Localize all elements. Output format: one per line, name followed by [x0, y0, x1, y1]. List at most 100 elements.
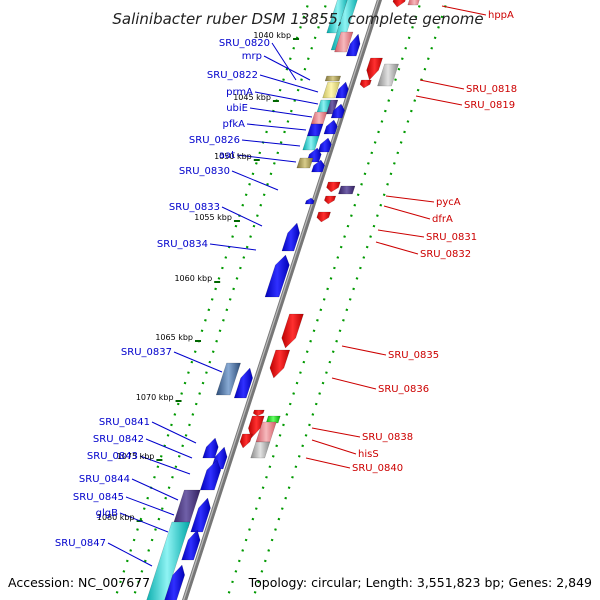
- leader-line-left: [131, 478, 179, 501]
- gene-arrow-blue: [311, 159, 325, 173]
- gene-arrow-blue: [199, 459, 222, 491]
- gene-block-pink: [407, 0, 420, 6]
- gene-arrow-blue: [233, 367, 253, 399]
- gene-label-right: SRU_0838: [362, 432, 413, 443]
- gene-block-gray: [377, 63, 399, 87]
- leader-line-left: [249, 107, 313, 118]
- gene-label-left: SRU_0843: [87, 451, 138, 462]
- gene-arrow-red: [252, 409, 265, 417]
- gene-block-slate: [171, 489, 201, 529]
- backbone-layer: [181, 0, 383, 600]
- leader-line-left: [231, 170, 279, 191]
- gene-label-left: SRU_0842: [93, 434, 144, 445]
- gene-label-right: hisS: [358, 449, 379, 460]
- gene-label-right: dfrA: [432, 214, 453, 225]
- leader-line-left: [254, 91, 319, 105]
- gene-arrow-blue: [317, 137, 332, 153]
- gene-label-left: SRU_0847: [55, 538, 106, 549]
- leader-line-left: [209, 243, 257, 251]
- gene-arrow-blue: [335, 81, 349, 99]
- leader-line-left: [173, 351, 223, 373]
- leader-line-left: [145, 438, 193, 459]
- gene-block-steel: [215, 362, 241, 396]
- kbp-layer: 1040 kbp 1045 kbp 1050 kbp 1055 kbp 1060 kbp…: [97, 31, 291, 522]
- kbp-label: 1070 kbp: [136, 393, 174, 402]
- gene-label-left: pfkA: [223, 119, 246, 130]
- accession-text: Accession: NC_007677: [8, 575, 150, 590]
- gene-label-left: SRU_0841: [99, 417, 150, 428]
- gene-label-left: SRU_0830: [179, 166, 230, 177]
- gene-label-left: glgB: [96, 508, 118, 519]
- gene-block-blue: [306, 123, 324, 137]
- gene-arrow-blue: [345, 33, 361, 57]
- gene-block-green: [265, 415, 281, 424]
- leader-line-left: [119, 512, 169, 533]
- gene-block-slate: [338, 185, 356, 195]
- gene-label-left: SRU_0844: [79, 474, 130, 485]
- gene-label-left: SRU_0845: [73, 492, 124, 503]
- leader-line-right: [305, 457, 351, 469]
- leader-line-left: [236, 154, 297, 163]
- leader-line-right: [441, 5, 487, 16]
- kbp-label: 1055 kbp: [194, 213, 232, 222]
- topology-text: Topology: circular; Length: 3,551,823 bp…: [248, 575, 592, 590]
- leader-line-right: [341, 345, 387, 356]
- gene-arrow-red: [239, 433, 253, 449]
- gene-arrow-red: [326, 181, 341, 193]
- leader-line-left: [271, 42, 297, 81]
- leader-line-right: [375, 241, 419, 255]
- kbp-label: 1075 kbp: [117, 452, 155, 461]
- gene-block-olive: [324, 75, 342, 82]
- gene-label-left: SRU_0834: [157, 239, 208, 250]
- kbp-label: 1045 kbp: [233, 93, 271, 102]
- gene-arrow-blue: [330, 103, 345, 119]
- gene-arrow-red: [316, 211, 331, 223]
- kbp-label: 1060 kbp: [174, 274, 212, 283]
- gene-label-left: SRU_0822: [207, 70, 258, 81]
- leader-line-right: [311, 427, 361, 438]
- leader-line-right: [385, 195, 435, 203]
- gene-arrow-blue: [164, 564, 185, 600]
- gene-arrow-red: [281, 313, 304, 349]
- gene-arrow-red: [269, 349, 291, 379]
- leader-line-left: [263, 55, 311, 81]
- leader-line-right: [383, 205, 431, 220]
- gene-label-left: SRU_0826: [189, 135, 240, 146]
- gene-arrow-red: [366, 57, 383, 81]
- gene-label-left: SRU_0833: [169, 202, 220, 213]
- gene-label-left: mrp: [242, 51, 262, 62]
- gene-arrow-red: [359, 79, 372, 89]
- genome-backbone: [181, 0, 383, 600]
- gene-arrow-blue: [181, 529, 201, 561]
- kbp-label: 1080 kbp: [97, 513, 135, 522]
- kbp-label: 1040 kbp: [253, 31, 291, 40]
- gene-label-right: pycA: [436, 197, 461, 208]
- gene-arrow-blue: [304, 197, 315, 205]
- gene-arrow-red: [248, 415, 265, 439]
- tick-rail: [225, 0, 423, 600]
- gene-block-pink: [310, 111, 328, 125]
- gene-block-cyan: [146, 521, 191, 600]
- gene-label-right: hppA: [488, 10, 514, 21]
- map-title: Salinibacter ruber DSM 13855, complete g…: [112, 10, 483, 28]
- gene-arrow-blue: [264, 254, 290, 298]
- gene-label-left: ubiE: [226, 103, 248, 114]
- gene-label-right: SRU_0836: [378, 384, 429, 395]
- tick-rail: [131, 0, 329, 600]
- gene-label-left: aat: [219, 150, 235, 161]
- gene-label-right: SRU_0835: [388, 350, 439, 361]
- leader-line-left: [139, 455, 191, 475]
- gene-block-olive: [296, 157, 314, 169]
- leader-line-left: [246, 123, 307, 131]
- gene-label-left: prmA: [226, 87, 253, 98]
- leader-line-right: [419, 79, 465, 90]
- gene-label-left: SRU_0837: [121, 347, 172, 358]
- tick-layer: [113, 0, 449, 600]
- gene-label-right: SRU_0819: [464, 100, 515, 111]
- gene-label-right: SRU_0832: [420, 249, 471, 260]
- gene-arrow-blue: [202, 437, 219, 459]
- gene-label-right: SRU_0840: [352, 463, 403, 474]
- gene-arrow-red: [392, 0, 406, 8]
